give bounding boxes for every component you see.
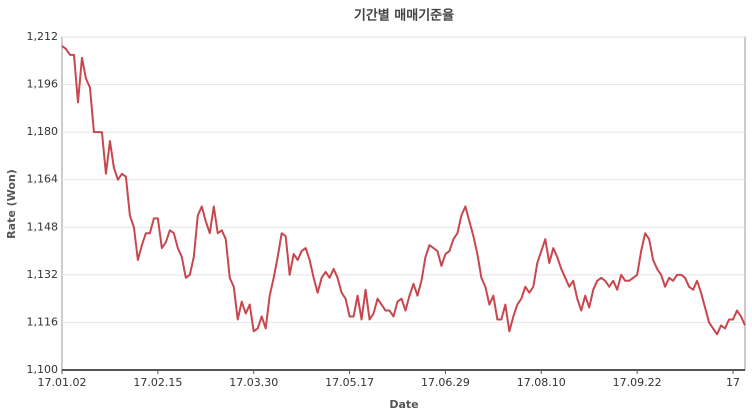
x-tick-label: 17.09.22: [613, 376, 662, 389]
x-tick-label: 17.01.02: [38, 376, 87, 389]
chart-title: 기간별 매매기준율: [354, 8, 454, 24]
y-tick-label: 1,164: [27, 173, 59, 186]
y-tick-label: 1,148: [27, 220, 59, 233]
x-tick-label: 17.06.29: [421, 376, 470, 389]
x-tick-label: 17.03.30: [229, 376, 278, 389]
y-tick-label: 1,132: [27, 268, 59, 281]
y-tick-label: 1,212: [27, 30, 59, 43]
y-axis-title: Rate (Won): [5, 169, 18, 239]
y-tick-label: 1,180: [27, 125, 59, 138]
x-tick-label: 17.02.15: [133, 376, 182, 389]
x-axis-title: Date: [389, 398, 418, 411]
x-tick-label: 17.05.17: [325, 376, 374, 389]
data-line: [61, 45, 746, 336]
plot-area: [61, 36, 746, 371]
x-tick-label: 17: [726, 376, 740, 389]
x-tick-label: 17.08.10: [517, 376, 566, 389]
y-tick-label: 1,100: [27, 363, 59, 376]
y-tick-label: 1,116: [27, 315, 59, 328]
y-tick-label: 1,196: [27, 78, 59, 91]
